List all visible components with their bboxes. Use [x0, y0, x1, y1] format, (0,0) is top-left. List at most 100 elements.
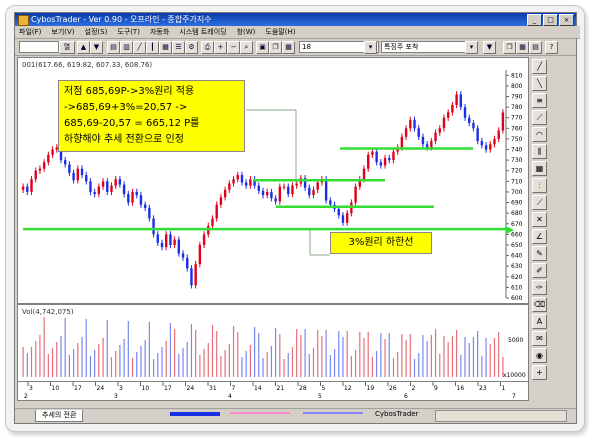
list-icon[interactable]: ☰ [172, 41, 185, 54]
note-tool-icon[interactable]: ✉ [532, 331, 547, 346]
maximize-button[interactable]: □ [543, 14, 558, 26]
y-tick-label: 770 [511, 115, 523, 122]
menu-file[interactable]: 파일(F) [19, 28, 42, 36]
minimize-button[interactable]: _ [527, 14, 542, 26]
candle-body [127, 194, 130, 203]
speed-tool-icon[interactable]: ⟋ [532, 195, 547, 210]
x-day-label: 9 [434, 385, 438, 392]
candle-body [312, 189, 315, 196]
cascade-icon[interactable]: ▤ [529, 41, 542, 54]
candle-body [446, 112, 450, 118]
y-tick-label: 730 [511, 157, 523, 164]
menu-settings[interactable]: 설정(S) [84, 28, 108, 36]
candle-body [468, 117, 471, 124]
volume-chart[interactable]: Vol(4,742,075) 5000 x10000 [18, 305, 528, 381]
eraser-tool-icon[interactable]: ⌫ [532, 297, 547, 312]
text-tool-icon[interactable]: A [532, 314, 547, 329]
price-chart[interactable]: 001(617.66, 619.82, 607.33, 608.76) 8108… [18, 58, 528, 303]
candle-body [26, 186, 29, 192]
trend-tool-icon[interactable]: ╲ [532, 76, 547, 91]
count-select[interactable]: 18 [299, 41, 379, 53]
down-icon[interactable]: ▼ [90, 41, 103, 54]
window-icon[interactable]: ❐ [503, 41, 516, 54]
candle-body [34, 170, 37, 180]
horizontal-scrollbar[interactable] [435, 410, 567, 422]
save-icon[interactable]: ▣ [256, 41, 269, 54]
x-day-label: 17 [164, 385, 172, 392]
code-suffix-button[interactable]: 열 [59, 41, 75, 54]
count-dropdown-icon[interactable]: ▾ [364, 41, 377, 54]
menu-tools[interactable]: 도구(T) [117, 28, 140, 36]
bar-icon[interactable]: ▥ [120, 41, 133, 54]
candle-body [93, 191, 96, 195]
toolbar: 열 ▲ ▼ ▤ ▥ ╱ ┃ ▦ ☰ ⚙ ⎙ + − ⌕ ▣ ❐ ▦ 18 ▾ 특… [15, 39, 576, 56]
candle-icon[interactable]: ┃ [146, 41, 159, 54]
candle-body [118, 179, 122, 185]
gann-tool-icon[interactable]: ✕ [532, 212, 547, 227]
cross-tool-icon[interactable]: + [532, 365, 547, 380]
zoom-in-icon[interactable]: + [214, 41, 227, 54]
eye-tool-icon[interactable]: ◉ [532, 348, 547, 363]
candle-body [122, 184, 126, 195]
menu-automation[interactable]: 자동화 [149, 28, 170, 36]
candle-body [97, 186, 101, 195]
candle-body [169, 234, 172, 245]
angle-tool-icon[interactable]: ∠ [532, 229, 547, 244]
y-tick-label: 680 [511, 210, 523, 217]
brush-tool-icon[interactable]: ✐ [532, 263, 547, 278]
cycle-tool-icon[interactable]: ⫶ [532, 178, 547, 193]
close-button[interactable]: × [559, 14, 574, 26]
candle-body [89, 181, 92, 192]
y-tick-label: 600 [511, 295, 523, 302]
settings-icon[interactable]: ⚙ [185, 41, 198, 54]
menu-view[interactable]: 보기(V) [51, 28, 75, 36]
x-month-label: 3 [114, 393, 118, 400]
arc-tool-icon[interactable]: ◠ [532, 127, 547, 142]
grid-tool-icon[interactable]: ▦ [532, 161, 547, 176]
line-tool-icon[interactable]: ╱ [532, 59, 547, 74]
code-input[interactable] [19, 41, 59, 53]
menu-system-trading[interactable]: 시스템 트레이딩 [179, 28, 227, 36]
zoom-out-icon[interactable]: − [227, 41, 240, 54]
candle-body [211, 218, 214, 226]
fan-tool-icon[interactable]: ⟋ [532, 110, 547, 125]
candle-body [190, 268, 193, 286]
help-icon[interactable]: ? [545, 41, 558, 54]
candle-body [30, 179, 33, 192]
table-icon[interactable]: ▦ [282, 41, 295, 54]
candle-body [194, 264, 197, 286]
candle-body [404, 128, 408, 137]
candle-body [442, 117, 446, 129]
filter-icon[interactable]: ▼ [483, 41, 496, 54]
x-day-label: 3 [119, 385, 123, 392]
grid-icon[interactable]: ▦ [159, 41, 172, 54]
print-icon[interactable]: ⎙ [201, 41, 214, 54]
candle-body [463, 107, 467, 118]
marker-tool-icon[interactable]: ✑ [532, 280, 547, 295]
candle-body [354, 186, 357, 203]
channel-tool-icon[interactable]: ≡ [532, 93, 547, 108]
app-icon [18, 15, 29, 26]
copy-icon[interactable]: ❐ [269, 41, 282, 54]
candle-body [261, 190, 265, 196]
tile-icon[interactable]: ▦ [516, 41, 529, 54]
indicator-select[interactable]: 특징주 포착 [381, 41, 469, 53]
line-icon[interactable]: ╱ [133, 41, 146, 54]
candle-body [63, 160, 67, 165]
candle-body [501, 112, 505, 131]
x-day-label: 16 [457, 385, 465, 392]
menu-help[interactable]: 도움말(H) [265, 28, 296, 36]
candle-body [198, 244, 202, 265]
chart-icon[interactable]: ▤ [107, 41, 120, 54]
fibo-tool-icon[interactable]: ⫼ [532, 144, 547, 159]
magnify-icon[interactable]: ⌕ [240, 41, 253, 54]
y-tick-label: 760 [511, 125, 523, 132]
callout-line-3: 685,69-20,57 = 665,12 P를 [64, 118, 200, 129]
up-icon[interactable]: ▲ [77, 41, 90, 54]
menu-window[interactable]: 창(W) [236, 28, 256, 36]
pencil-tool-icon[interactable]: ✎ [532, 246, 547, 261]
y-tick-label: 620 [511, 274, 523, 281]
window-buttons: _ □ × [527, 14, 574, 26]
tab-trend-reversal[interactable]: 추세의 전환 [35, 410, 84, 422]
indicator-dropdown-icon[interactable]: ▾ [465, 41, 478, 54]
